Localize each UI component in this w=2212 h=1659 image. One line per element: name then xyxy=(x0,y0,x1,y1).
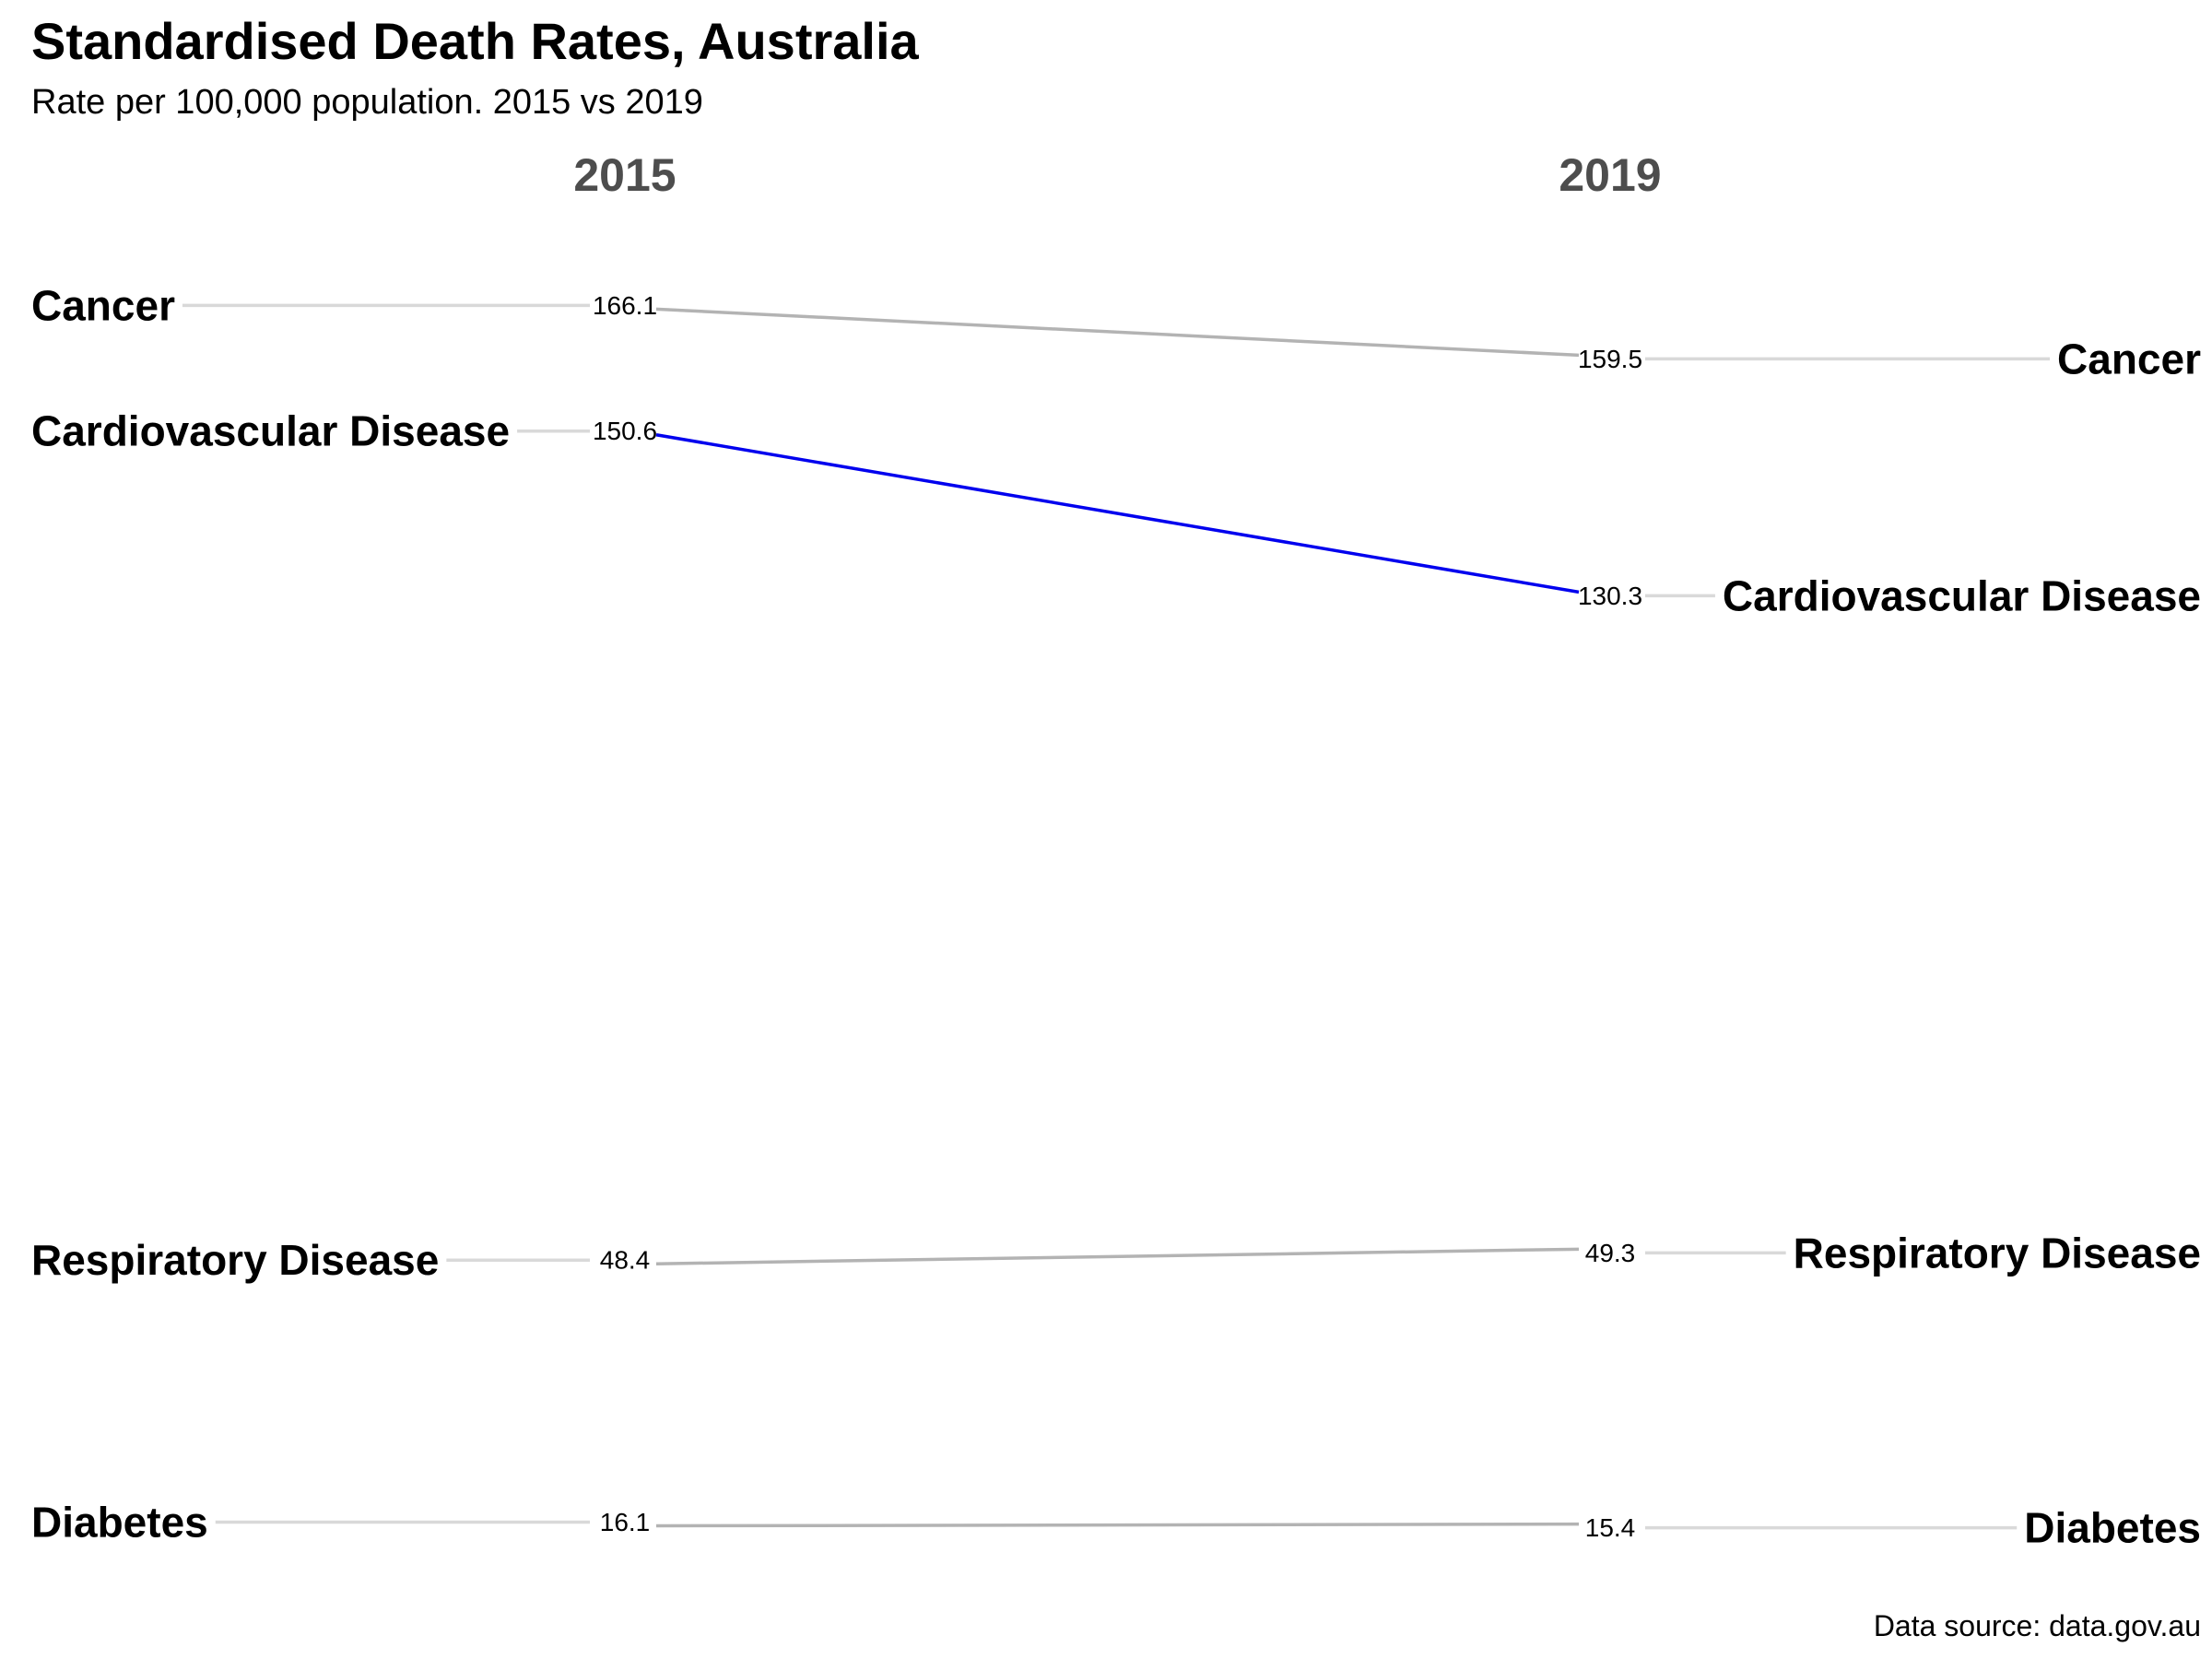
value-label-2015-cancer: 166.1 xyxy=(593,291,657,320)
chart-subtitle: Rate per 100,000 population. 2015 vs 201… xyxy=(31,83,703,122)
category-label-left-cancer: Cancer xyxy=(31,281,175,329)
value-label-2015-respiratory-disease: 48.4 xyxy=(600,1246,651,1275)
slope-line-cancer xyxy=(655,307,1580,358)
value-label-2019-cardiovascular-disease: 130.3 xyxy=(1578,582,1642,610)
slope-lines xyxy=(655,307,1580,1528)
year-label-2015: 2015 xyxy=(573,149,676,201)
slope-line-diabetes xyxy=(655,1522,1580,1528)
leader-lines xyxy=(182,303,2051,1530)
category-label-left-diabetes: Diabetes xyxy=(31,1499,208,1547)
value-label-2015-cardiovascular-disease: 150.6 xyxy=(593,417,657,445)
value-label-2019-respiratory-disease: 49.3 xyxy=(1585,1239,1636,1267)
category-label-right-diabetes: Diabetes xyxy=(2024,1504,2201,1552)
chart-title: Standardised Death Rates, Australia xyxy=(31,12,919,70)
category-label-left-respiratory-disease: Respiratory Disease xyxy=(31,1236,439,1284)
category-label-right-respiratory-disease: Respiratory Disease xyxy=(1794,1229,2201,1277)
category-label-right-cardiovascular-disease: Cardiovascular Disease xyxy=(1723,571,2201,619)
value-label-2015-diabetes: 16.1 xyxy=(600,1508,651,1536)
chart-caption: Data source: data.gov.au xyxy=(1873,1609,2201,1642)
chart-labels: 2015 2019 Cancer Cancer 166.1 159.5 Cardiovasc… xyxy=(31,149,2201,1552)
slope-line-cardiovascular-disease xyxy=(655,433,1580,594)
category-label-right-cancer: Cancer xyxy=(2057,335,2201,382)
year-label-2019: 2019 xyxy=(1559,149,1661,201)
value-label-2019-cancer: 159.5 xyxy=(1578,345,1642,373)
category-label-left-cardiovascular-disease: Cardiovascular Disease xyxy=(31,407,510,455)
value-label-2019-diabetes: 15.4 xyxy=(1585,1513,1636,1542)
slope-line-respiratory-disease xyxy=(655,1247,1580,1265)
